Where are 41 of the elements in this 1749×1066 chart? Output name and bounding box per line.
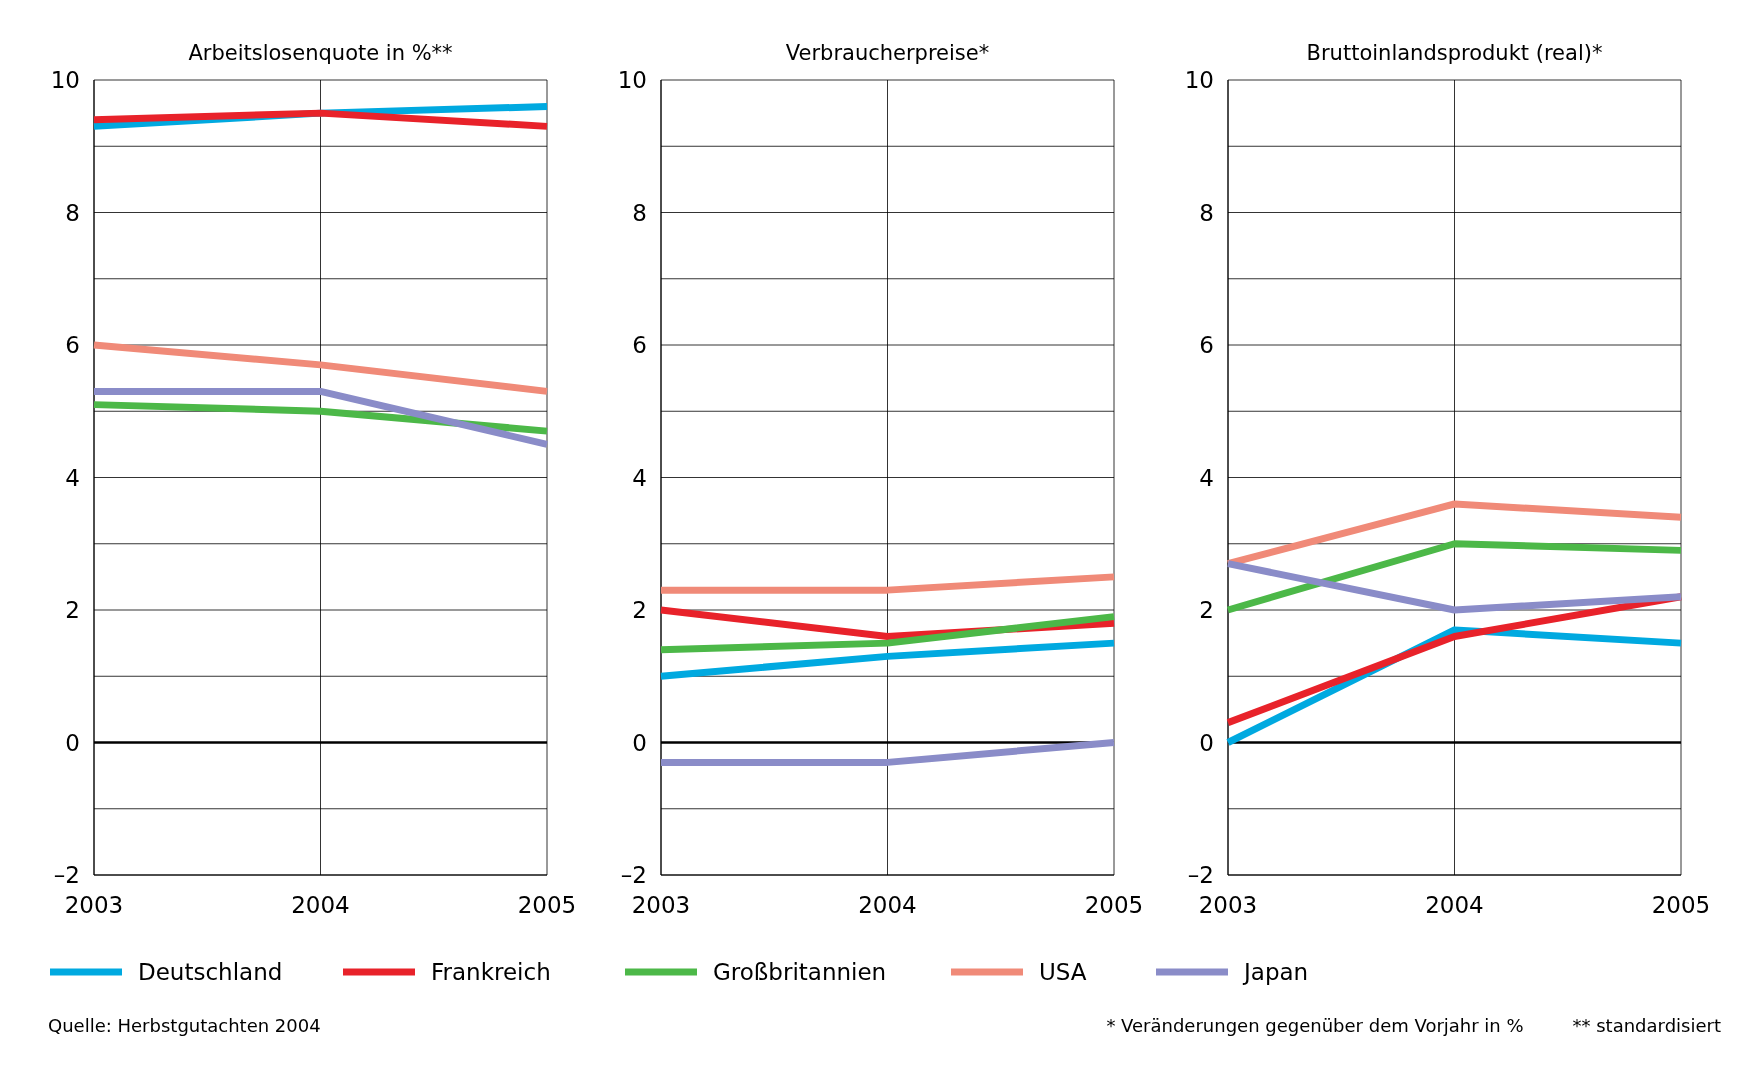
x-tick-label: 2004 <box>1425 892 1484 918</box>
chart-title: Bruttoinlandsprodukt (real)* <box>1306 41 1603 65</box>
y-tick-label: 2 <box>1199 597 1214 624</box>
legend-label: USA <box>1039 959 1087 986</box>
x-tick-label: 2003 <box>631 892 691 918</box>
y-tick-label: 4 <box>1199 464 1214 491</box>
text: * Veränderungen gegenüber dem Vorjahr in % <box>1106 1015 1524 1036</box>
x-tick-label: 2004 <box>858 892 917 918</box>
y-tick-label: –2 <box>620 862 647 889</box>
y-tick-label: 6 <box>1199 332 1214 359</box>
y-tick-label: 4 <box>632 464 647 491</box>
x-tick-label: 2003 <box>1198 892 1258 918</box>
x-tick-label: 2005 <box>1651 892 1711 918</box>
y-tick-label: 8 <box>632 199 647 226</box>
y-tick-label: 6 <box>632 332 647 359</box>
y-tick-label: 10 <box>1184 67 1214 94</box>
legend-label: Frankreich <box>431 959 551 986</box>
y-tick-label: 10 <box>50 67 80 94</box>
legend-label: Japan <box>1242 959 1309 986</box>
y-tick-label: 0 <box>65 729 80 756</box>
chart-title: Verbraucherpreise* <box>785 41 990 65</box>
y-tick-label: 2 <box>632 597 647 624</box>
y-tick-label: 4 <box>65 464 80 491</box>
x-tick-label: 2005 <box>517 892 577 918</box>
legend-label: Deutschland <box>138 959 283 986</box>
y-tick-label: 0 <box>632 729 647 756</box>
y-tick-label: 8 <box>1199 199 1214 226</box>
legend-label: Großbritannien <box>713 959 887 986</box>
y-tick-label: 6 <box>65 332 80 359</box>
y-tick-label: –2 <box>53 862 80 889</box>
y-tick-label: 8 <box>65 199 80 226</box>
y-tick-label: 2 <box>65 597 80 624</box>
x-tick-label: 2005 <box>1084 892 1144 918</box>
source-note: Quelle: Herbstgutachten 2004 <box>48 1015 321 1036</box>
y-tick-label: –2 <box>1187 862 1214 889</box>
chart-title: Arbeitslosenquote in %** <box>188 41 453 65</box>
text: ** standardisiert <box>1572 1015 1721 1036</box>
x-tick-label: 2003 <box>64 892 124 918</box>
x-tick-label: 2004 <box>291 892 350 918</box>
y-tick-label: 10 <box>617 67 647 94</box>
y-tick-label: 0 <box>1199 729 1214 756</box>
